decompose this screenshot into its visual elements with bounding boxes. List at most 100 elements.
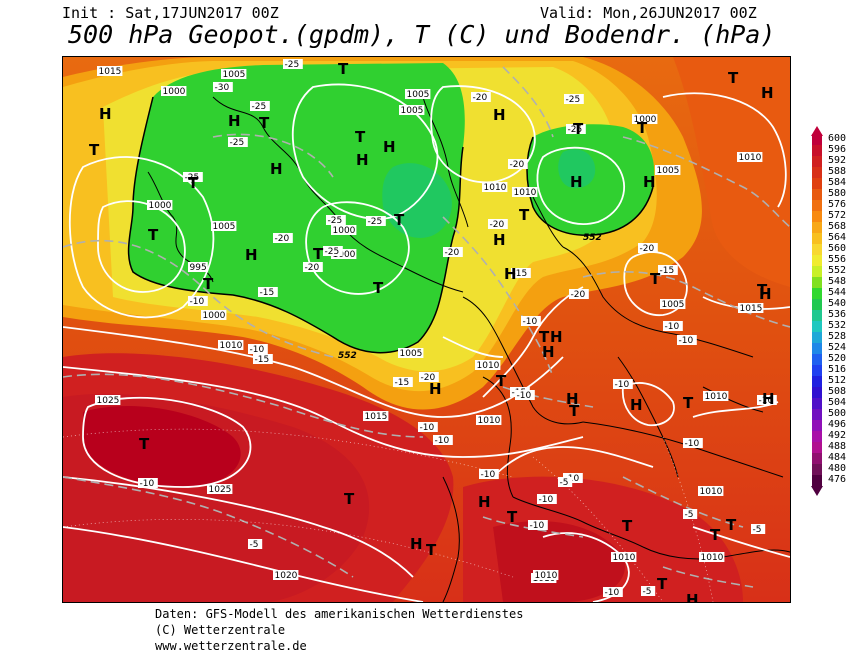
legend-swatch	[812, 431, 822, 442]
svg-text:-5: -5	[560, 478, 569, 488]
legend-label: 528	[828, 331, 847, 342]
temperature-label: -25	[323, 246, 343, 257]
high-pressure-center: H	[228, 112, 241, 130]
svg-text:1005: 1005	[662, 300, 685, 310]
svg-text:1010: 1010	[701, 553, 724, 563]
pressure-label: 1010	[533, 570, 559, 581]
temperature-label: -20	[488, 219, 508, 230]
legend-label: 500	[828, 408, 847, 419]
legend-label: 532	[828, 320, 847, 331]
legend-label: 540	[828, 298, 847, 309]
temperature-label: -20	[303, 262, 323, 273]
svg-text:-10: -10	[615, 380, 630, 390]
pressure-label: 1010	[475, 360, 501, 371]
svg-text:1005: 1005	[401, 106, 424, 116]
legend-swatch	[812, 134, 822, 145]
low-pressure-center: T	[338, 60, 349, 78]
legend-swatch	[812, 288, 822, 299]
svg-text:-10: -10	[420, 423, 435, 433]
high-pressure-center: H	[761, 84, 774, 102]
low-pressure-center: T	[569, 402, 580, 420]
legend-label: 520	[828, 353, 847, 364]
temperature-label: -10	[418, 422, 438, 433]
high-pressure-center: H	[643, 173, 656, 191]
legend-label: 576	[828, 199, 847, 210]
pressure-label: 995	[188, 262, 208, 273]
svg-text:-20: -20	[445, 248, 460, 258]
temperature-label: -10	[677, 335, 697, 346]
temperature-label: -5	[683, 509, 698, 520]
svg-text:-15: -15	[660, 266, 675, 276]
temperature-label: -10	[433, 435, 453, 446]
low-pressure-center: T	[539, 328, 550, 346]
svg-text:1015: 1015	[365, 412, 388, 422]
pressure-label: 1010	[703, 391, 729, 402]
svg-text:-25: -25	[185, 173, 200, 183]
pressure-label: 1005	[211, 221, 237, 232]
legend-swatch	[812, 156, 822, 167]
high-pressure-center: H	[478, 493, 491, 511]
high-pressure-center: H	[570, 173, 583, 191]
temperature-label: -25	[366, 216, 386, 227]
high-pressure-center: H	[493, 231, 506, 249]
svg-text:1010: 1010	[535, 571, 558, 581]
svg-text:-20: -20	[421, 373, 436, 383]
svg-text:-10: -10	[679, 336, 694, 346]
legend-swatch	[812, 453, 822, 464]
field-592-se	[493, 521, 625, 602]
temperature-label: -10	[663, 321, 683, 332]
temperature-label: -20	[638, 243, 658, 254]
svg-text:1005: 1005	[407, 90, 430, 100]
low-pressure-center: T	[426, 541, 437, 559]
low-pressure-center: T	[650, 270, 661, 288]
low-pressure-center: T	[344, 490, 355, 508]
low-pressure-center: T	[637, 119, 648, 137]
svg-text:-10: -10	[250, 345, 265, 355]
pressure-label: 1000	[201, 310, 227, 321]
legend-swatch	[812, 167, 822, 178]
legend-swatch	[812, 222, 822, 233]
low-pressure-center: T	[355, 128, 366, 146]
legend-swatch	[812, 354, 822, 365]
temperature-label: -25	[228, 137, 248, 148]
legend-swatch	[812, 420, 822, 431]
legend-swatch	[812, 365, 822, 376]
high-pressure-center: H	[99, 105, 112, 123]
legend-swatch	[812, 343, 822, 354]
temperature-label: -5	[751, 524, 766, 535]
legend-label: 600	[828, 133, 847, 144]
svg-text:1000: 1000	[203, 311, 226, 321]
pressure-label: 1010	[482, 182, 508, 193]
svg-text:-15: -15	[513, 269, 528, 279]
temperature-label: -10	[537, 494, 557, 505]
svg-text:1010: 1010	[613, 553, 636, 563]
svg-text:-5: -5	[250, 540, 259, 550]
temperature-label: -20	[508, 159, 528, 170]
pressure-label: 1000	[161, 86, 187, 97]
temperature-label: -10	[613, 379, 633, 390]
temperature-label: -15	[253, 354, 273, 365]
legend-swatch	[812, 211, 822, 222]
low-pressure-center: T	[683, 394, 694, 412]
svg-text:1010: 1010	[739, 153, 762, 163]
temperature-label: -5	[641, 586, 656, 597]
high-pressure-center: H	[383, 138, 396, 156]
footer-data-source: Daten: GFS-Modell des amerikanischen Wet…	[155, 607, 524, 621]
pressure-label: 1000	[331, 249, 357, 260]
map-canvas: 1015 1005 1000 1005 1005 1000 1000 1005 1000 995 1…	[63, 57, 790, 602]
svg-text:1010: 1010	[220, 341, 243, 351]
geopot-label: 552	[338, 351, 357, 361]
legend-label: 572	[828, 210, 847, 221]
svg-text:1000: 1000	[149, 201, 172, 211]
temperature-label: -25	[283, 59, 303, 70]
legend-swatch	[812, 332, 822, 343]
svg-text:1015: 1015	[740, 304, 763, 314]
pressure-label: 1000	[331, 225, 357, 236]
legend-swatch	[812, 233, 822, 244]
svg-text:1005: 1005	[223, 70, 246, 80]
temperature-label: -10	[521, 316, 541, 327]
svg-text:-10: -10	[481, 470, 496, 480]
legend-swatch	[812, 244, 822, 255]
svg-text:1025: 1025	[209, 485, 232, 495]
high-pressure-center: H	[270, 160, 283, 178]
